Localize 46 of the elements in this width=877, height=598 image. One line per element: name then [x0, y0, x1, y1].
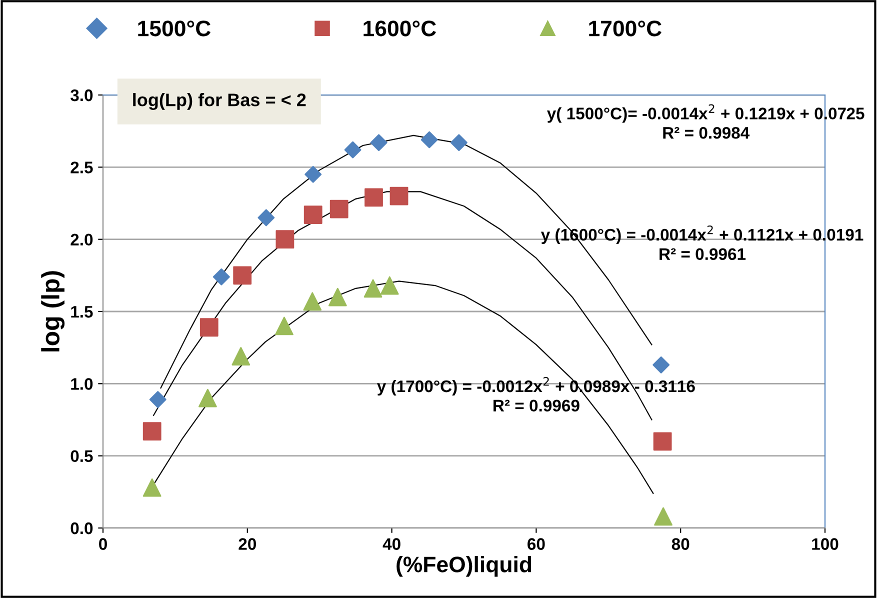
point — [142, 478, 162, 497]
y-tick-label: 0.5 — [70, 450, 93, 462]
x-tick-label: 20 — [238, 538, 256, 550]
point — [420, 131, 438, 148]
annotation: log(Lp) for Bas = < 2 — [133, 93, 306, 110]
point — [304, 166, 322, 183]
point — [212, 268, 230, 286]
point — [258, 209, 275, 226]
point — [149, 391, 166, 408]
x-tick-label: 0 — [99, 538, 107, 550]
point — [328, 288, 347, 306]
point — [450, 134, 468, 152]
legend-label: 1600°C — [364, 20, 436, 36]
y-tick-label: 2.5 — [70, 162, 93, 174]
y-tick-label: 1.0 — [71, 378, 93, 390]
x-tick-label: 60 — [528, 538, 545, 550]
x-axis-title: (%FeO)liquid — [396, 556, 532, 577]
legend-label: 1700°C — [589, 20, 662, 36]
point — [200, 318, 218, 337]
point — [653, 432, 672, 451]
point — [198, 388, 217, 408]
point — [303, 292, 322, 311]
point — [330, 200, 348, 218]
point — [304, 206, 322, 224]
y-tick-label: 2.0 — [70, 234, 93, 246]
point — [142, 422, 162, 440]
point — [370, 134, 388, 152]
y-tick-label: 1.5 — [71, 306, 93, 318]
point — [232, 347, 250, 366]
y-tick-label: 3.0 — [70, 89, 93, 102]
point — [275, 316, 294, 336]
point — [364, 188, 383, 207]
y-tick-label: 0.0 — [70, 522, 93, 534]
x-tick-label: 40 — [382, 538, 400, 550]
x-tick-label: 100 — [812, 538, 838, 550]
point — [390, 186, 408, 206]
point — [652, 356, 670, 374]
y-axis-title: log (lp) — [41, 271, 65, 352]
point — [276, 230, 294, 249]
point — [364, 279, 382, 298]
point — [654, 507, 672, 526]
x-tick-label: 80 — [672, 538, 690, 550]
point — [380, 276, 399, 295]
point — [233, 266, 252, 285]
point — [344, 141, 362, 158]
legend-label: 1500°C — [138, 20, 211, 36]
